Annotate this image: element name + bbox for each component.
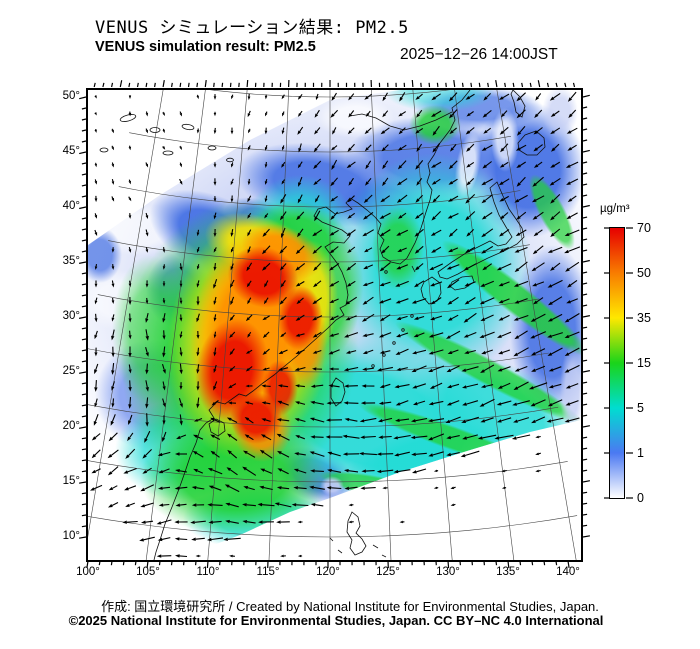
lon-tick-label: 125° — [376, 566, 400, 578]
title-japanese: VENUS シミュレーション結果: PM2.5 — [95, 18, 409, 38]
lon-tick-label: 135° — [496, 566, 520, 578]
lat-tick-label: 10° — [62, 530, 80, 542]
lat-tick-label: 20° — [62, 420, 80, 432]
graticule-layer — [88, 90, 578, 560]
lon-tick-label: 140° — [556, 566, 580, 578]
colorbar-tick-label: 35 — [637, 311, 651, 325]
lon-tick-label: 115° — [256, 566, 280, 578]
timestamp: 2025−12−26 14:00JST — [400, 46, 558, 63]
lat-tick-label: 45° — [62, 145, 80, 157]
lon-tick-label: 120° — [316, 566, 340, 578]
lat-tick-label: 50° — [62, 90, 80, 102]
colorbar-tick-label: 50 — [637, 266, 651, 280]
heatmap-layer — [88, 90, 581, 550]
map-canvas — [88, 90, 581, 560]
colorbar-unit-label: µg/m³ — [600, 203, 630, 215]
lon-tick-label: 110° — [196, 566, 220, 578]
lat-tick-label: 35° — [62, 255, 80, 267]
map-panel — [86, 88, 583, 562]
lat-tick-label: 25° — [62, 365, 80, 377]
title-english: VENUS simulation result: PM2.5 — [95, 39, 316, 55]
colorbar-tick-label: 1 — [637, 446, 644, 460]
copyright-line: ©2025 National Institute for Environment… — [68, 613, 604, 628]
colorbar-tick-label: 70 — [637, 221, 651, 235]
colorbar — [609, 227, 625, 499]
credit-line: 作成: 国立環境研究所 / Created by National Instit… — [101, 599, 599, 614]
lat-tick-label: 40° — [62, 200, 80, 212]
colorbar-tick-label: 0 — [637, 491, 644, 505]
colorbar-tick-label: 5 — [637, 401, 644, 415]
colorbar-tick-label: 15 — [637, 356, 651, 370]
lon-tick-label: 105° — [136, 566, 160, 578]
lon-tick-label: 130° — [436, 566, 460, 578]
lat-tick-label: 15° — [62, 475, 80, 487]
lon-tick-label: 100° — [76, 566, 100, 578]
lat-tick-label: 30° — [62, 310, 80, 322]
wind-arrow-layer — [90, 91, 581, 558]
